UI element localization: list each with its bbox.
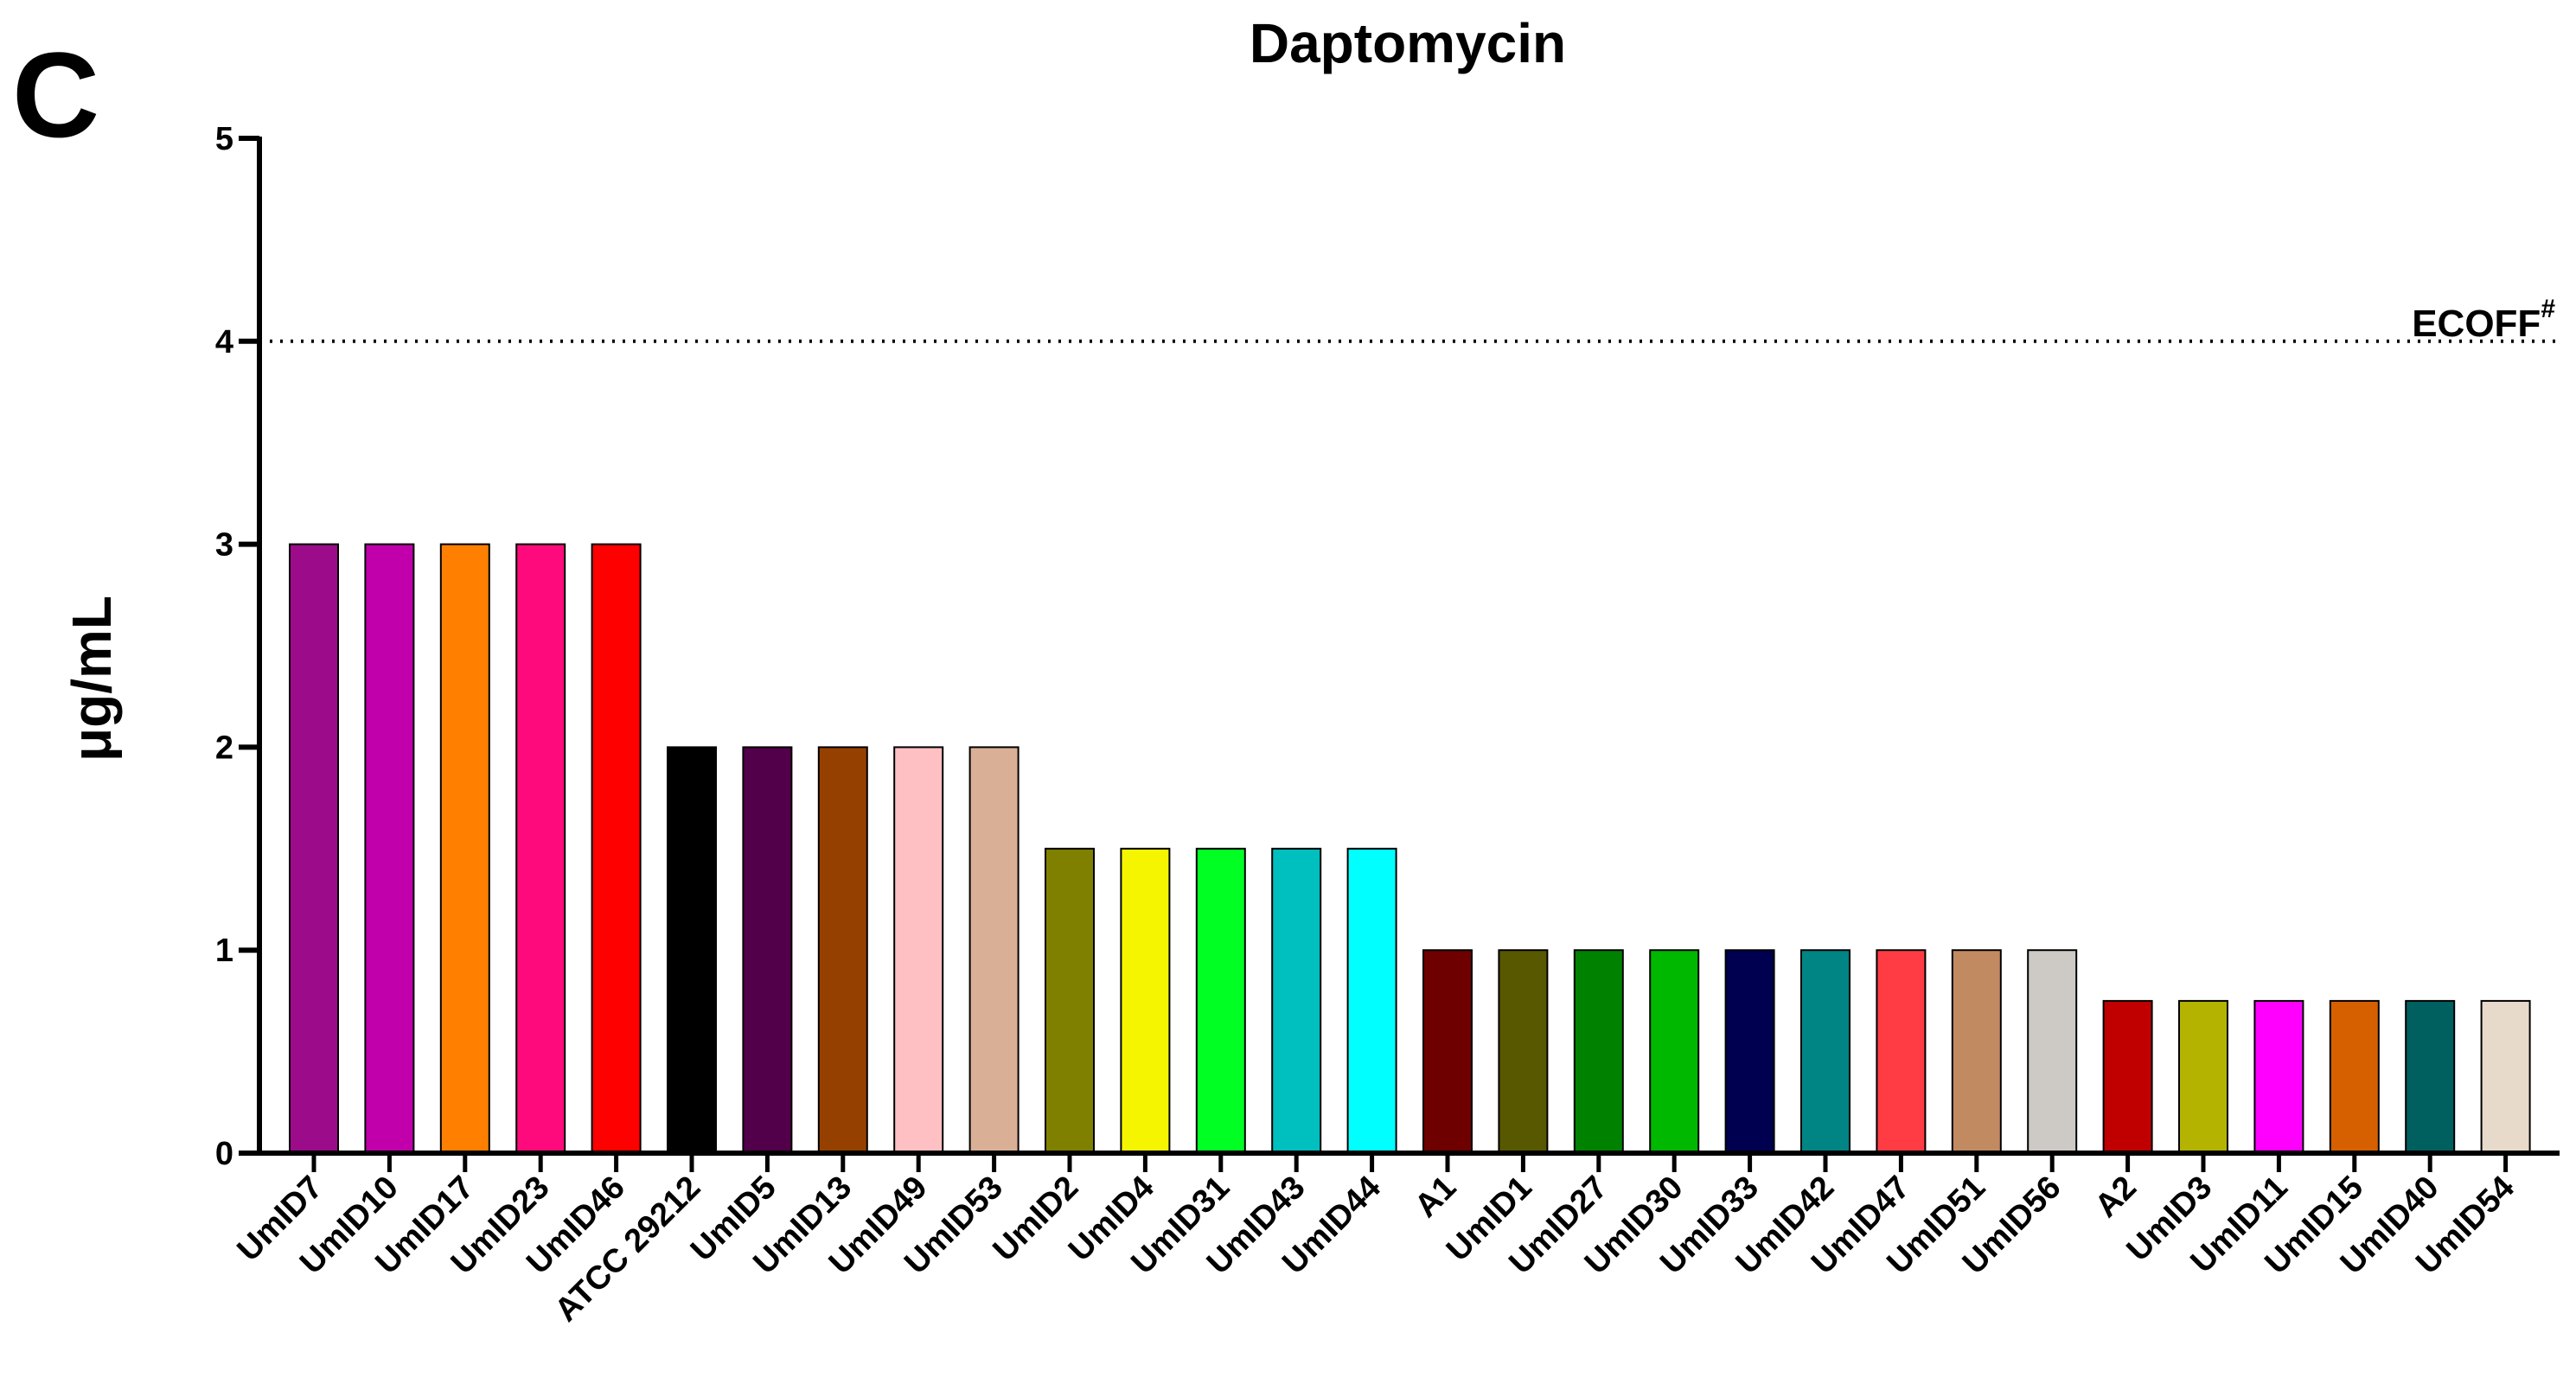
y-axis: 0 1 2 3 4 5	[215, 121, 262, 1172]
bar-umid43	[1271, 847, 1322, 1154]
y-tick-label: 5	[215, 121, 233, 157]
bar-umid27	[1573, 949, 1624, 1154]
bar-umid33	[1724, 949, 1775, 1154]
bar-umid47	[1876, 949, 1927, 1154]
x-axis	[257, 1151, 2560, 1172]
bar-umid46	[591, 543, 642, 1154]
bar-umid5	[742, 746, 793, 1155]
bar-umid51	[1951, 949, 2002, 1154]
bar-umid49	[893, 746, 944, 1155]
x-tick-label: A1	[1408, 1170, 1463, 1225]
bar-umid15	[2329, 999, 2380, 1155]
bar-a1	[1422, 949, 1473, 1154]
ecoff-superscript: #	[2541, 295, 2555, 323]
bar-umid56	[2027, 949, 2078, 1154]
bar-a2	[2102, 999, 2153, 1155]
bar-umid13	[817, 746, 868, 1155]
bar-umid2	[1045, 847, 1095, 1154]
y-tick-label: 1	[215, 933, 233, 969]
bar-umid44	[1346, 847, 1397, 1154]
bar-atcc-29212	[667, 746, 717, 1155]
bar-umid4	[1120, 847, 1171, 1154]
bar-umid1	[1498, 949, 1549, 1154]
bar-umid31	[1195, 847, 1246, 1154]
bar-umid10	[364, 543, 415, 1154]
y-axis-label: μg/mL	[61, 596, 123, 762]
bar-umid53	[968, 746, 1020, 1155]
bar-umid11	[2253, 999, 2304, 1155]
ecoff-label: ECOFF#	[2412, 295, 2555, 345]
panel-label: C	[12, 27, 99, 163]
bar-umid54	[2480, 999, 2531, 1155]
bar-umid23	[515, 543, 566, 1154]
bars	[289, 543, 2531, 1155]
reference-line-group: ECOFF#	[259, 295, 2560, 345]
bar-umid42	[1800, 949, 1851, 1154]
y-tick-label: 0	[215, 1136, 233, 1172]
y-tick-label: 4	[215, 324, 233, 360]
bar-umid40	[2405, 999, 2456, 1155]
bar-umid7	[289, 543, 339, 1154]
y-tick-label: 3	[215, 527, 233, 564]
chart-title: Daptomycin	[1250, 12, 1566, 74]
x-tick-label: UmID2	[987, 1170, 1086, 1269]
bar-umid3	[2178, 999, 2228, 1155]
bar-umid30	[1649, 949, 1700, 1154]
y-tick-label: 2	[215, 730, 233, 766]
bar-umid17	[439, 543, 490, 1154]
ecoff-label-text: ECOFF	[2412, 303, 2541, 345]
x-tick-label: A2	[2088, 1170, 2144, 1225]
